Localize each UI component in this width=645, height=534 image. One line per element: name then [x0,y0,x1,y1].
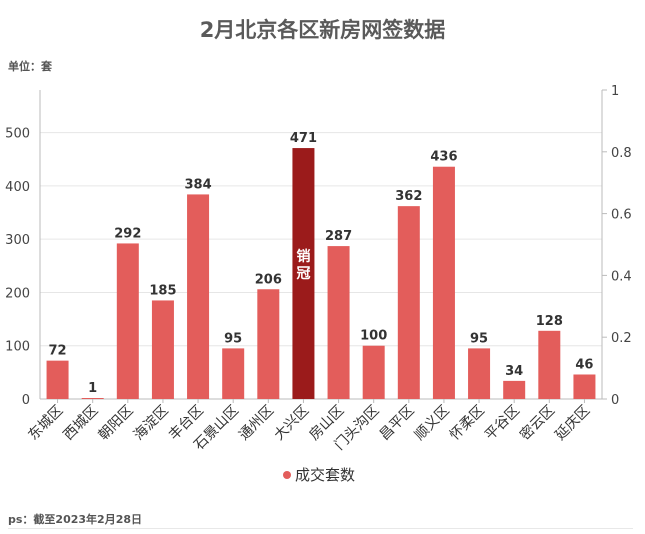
legend: 成交套数 [283,466,355,484]
x-tick-label: 西城区 [61,403,102,444]
bar [503,380,526,399]
y-tick-label: 400 [5,180,30,195]
bar [81,398,104,399]
bar [151,300,174,399]
bar [187,194,210,399]
chart-title: 2月北京各区新房网签数据 [199,18,446,42]
secondary-y-tick-label: 0.8 [611,146,632,161]
bar [432,166,455,399]
bar-value-label: 384 [184,177,211,192]
bar-value-label: 206 [255,272,282,287]
footnote: ps：截至2023年2月28日 [8,513,142,526]
bar-value-label: 185 [149,283,176,298]
bar [46,360,69,399]
secondary-y-axis: 0 0.2 0.4 0.6 0.8 1 [601,84,632,408]
legend-label: 成交套数 [295,466,355,484]
bar-value-label: 436 [430,150,457,165]
bar [257,289,280,399]
secondary-y-tick-label: 0 [611,393,619,408]
bar [468,348,491,399]
bar-value-label: 100 [360,329,387,344]
x-tick-label: 朝阳区 [96,403,137,444]
y-tick-label: 300 [5,233,30,248]
bar [116,243,139,399]
unit-label: 单位：套 [8,60,52,73]
bar-value-label: 287 [325,229,352,244]
legend-marker [283,471,291,479]
bar [222,348,245,399]
bar-value-label: 34 [505,364,523,379]
bar [292,148,315,399]
x-tick-label: 海淀区 [131,403,172,444]
bar-value-label: 292 [114,226,141,241]
y-tick-label: 0 [22,393,30,408]
bar [327,246,350,399]
x-tick-label: 昌平区 [377,403,418,444]
bar [538,330,561,399]
secondary-y-tick-label: 1 [611,84,619,99]
x-axis: 东城区西城区朝阳区海淀区丰台区石景山区通州区大兴区房山区门头沟区昌平区顺义区怀柔… [25,399,593,453]
secondary-y-tick-label: 0.4 [611,269,632,284]
bar-value-label: 95 [224,331,242,346]
bars: 72 1 292 185 384 95 206 471 销冠 287 100 362 436 95 34 12… [46,131,596,399]
y-tick-label: 100 [5,340,30,355]
x-tick-label: 怀柔区 [447,403,488,444]
bar-value-label: 95 [470,331,488,346]
y-axis: 0 100 200 300 400 500 [5,90,41,408]
x-tick-label: 密云区 [516,402,558,444]
x-tick-label: 大兴区 [271,403,312,444]
x-tick-label: 平谷区 [482,403,523,444]
bar [362,345,385,399]
bar [397,206,420,399]
y-tick-label: 200 [5,286,30,301]
highlight-label: 销 [296,248,310,265]
y-tick-label: 500 [5,127,30,142]
bar [573,374,596,399]
x-tick-label: 通州区 [236,403,277,444]
bar-value-label: 72 [49,344,67,359]
bar-value-label: 128 [536,314,563,329]
bar-value-label: 46 [575,357,593,372]
bar-value-label: 1 [88,381,97,396]
bar-value-label: 362 [395,189,422,204]
x-tick-label: 延庆区 [552,403,593,444]
secondary-y-tick-label: 0.6 [611,208,632,223]
x-tick-label: 顺义区 [412,403,453,444]
highlight-label: 冠 [296,266,310,282]
footnote-divider [8,528,633,529]
secondary-y-tick-label: 0.2 [611,331,632,346]
x-tick-label: 东城区 [25,403,66,444]
bar-value-label: 471 [290,131,317,146]
